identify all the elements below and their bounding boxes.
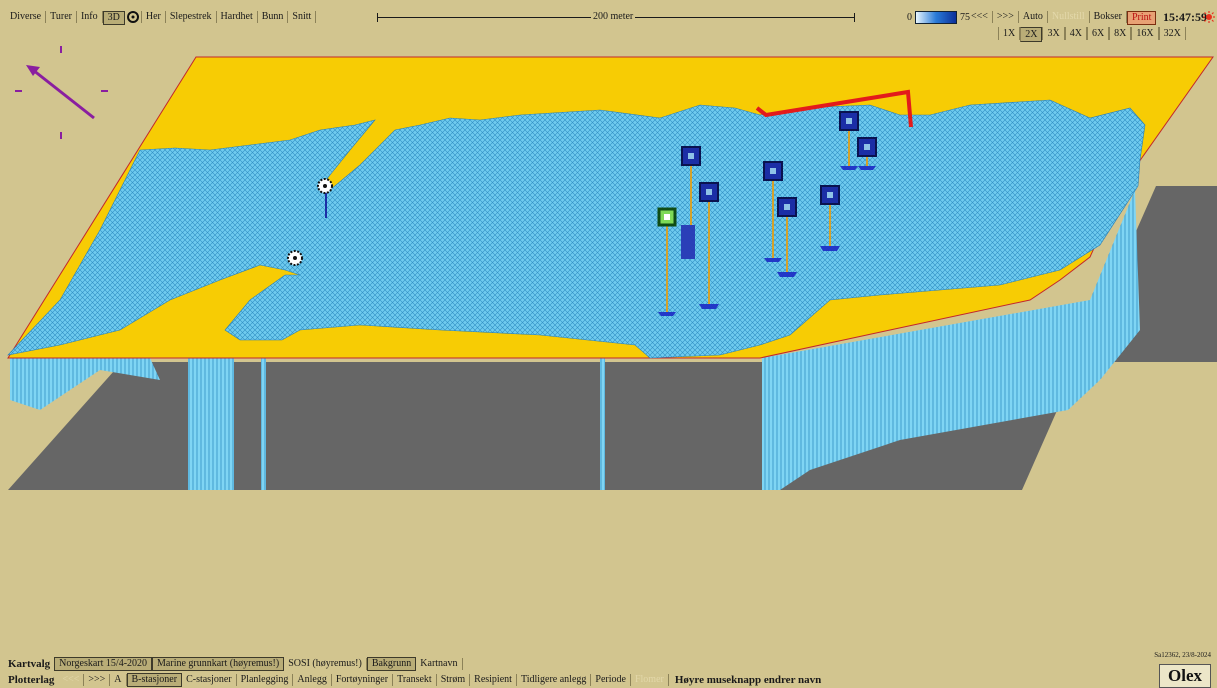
layer-marine-grunnkart[interactable]: Marine grunnkart (høyremus!) [152, 656, 285, 671]
menu-3d[interactable]: 3D [102, 11, 125, 25]
station-blue-marker[interactable] [763, 161, 783, 262]
plot-layer-fortoyninger[interactable]: Fortøyninger [332, 674, 394, 686]
menu-her[interactable]: Her [142, 11, 166, 23]
plot-layer-strom[interactable]: Strøm [437, 674, 471, 686]
station-blue-marker[interactable] [820, 185, 840, 251]
depth-max: 75 [960, 12, 970, 23]
depth-gradient [915, 11, 957, 24]
menu-hardhet[interactable]: Hardhet [217, 11, 258, 23]
olex-logo[interactable]: Olex [1159, 664, 1211, 688]
menu-bunn[interactable]: Bunn [258, 11, 289, 23]
layer-sosi[interactable]: SOSI (høyremus!) [284, 657, 367, 670]
right-controls: <<< >>> Auto Nullstill Bokser Print [967, 11, 1157, 25]
plot-layer-tidligere-anlegg[interactable]: Tidligere anlegg [517, 674, 592, 686]
plot-layer-b-stasjoner[interactable]: B-stasjoner [126, 673, 183, 687]
auto-button[interactable]: Auto [1019, 11, 1048, 23]
plot-layer-periode[interactable]: Periode [591, 674, 631, 686]
compass-icon [15, 46, 108, 139]
prev-button[interactable]: <<< [967, 11, 993, 23]
plot-layer-title: Plotterlag [8, 674, 55, 686]
zoom-1x[interactable]: 1X [998, 27, 1021, 40]
print-button[interactable]: Print [1126, 11, 1157, 25]
station-markers[interactable] [657, 111, 877, 316]
station-green-marker[interactable] [657, 207, 677, 316]
zoom-4x[interactable]: 4X [1064, 27, 1087, 40]
sun-icon[interactable] [1203, 11, 1215, 23]
map-layer-title: Kartvalg [8, 657, 51, 670]
station-blue-marker[interactable] [839, 111, 859, 170]
scale-label: 200 meter [591, 11, 636, 23]
station-depth-bar [681, 225, 695, 259]
plot-layer-resipient[interactable]: Resipient [470, 674, 517, 686]
seabed-surface [7, 99, 1146, 359]
plot-layer-anlegg[interactable]: Anlegg [293, 674, 332, 686]
menu-diverse[interactable]: Diverse [6, 11, 47, 23]
zoom-6x[interactable]: 6X [1086, 27, 1110, 40]
station-blue-marker[interactable] [699, 182, 719, 309]
clock: 15:47:59 [1163, 10, 1207, 24]
depth-columns [10, 190, 1140, 490]
zoom-2x[interactable]: 2X [1020, 27, 1043, 42]
zoom-16x[interactable]: 16X [1131, 27, 1159, 40]
station-blue-marker[interactable] [681, 146, 701, 230]
plot-prev-button[interactable]: <<< [58, 674, 85, 686]
buoy-marker-icon[interactable] [317, 178, 333, 218]
target-icon[interactable] [125, 11, 142, 23]
map-layer-bar: Kartvalg Norgeskart 15/4-2020 Marine gru… [8, 656, 463, 671]
zoom-3x[interactable]: 3X [1042, 27, 1065, 40]
plot-layer-planlegging[interactable]: Planlegging [237, 674, 294, 686]
buoy-marker-icon[interactable] [287, 250, 303, 266]
menu-slepestrek[interactable]: Slepestrek [166, 11, 217, 23]
next-button[interactable]: >>> [993, 11, 1019, 23]
plot-layer-transekt[interactable]: Transekt [393, 674, 437, 686]
scale-bar: 200 meter [377, 11, 855, 24]
station-blue-marker[interactable] [777, 197, 797, 277]
depth-min: 0 [907, 12, 912, 23]
zoom-levels: 1X 2X 3X 4X 6X 8X 16X 32X [998, 27, 1186, 42]
plot-layer-bar: Plotterlag <<< >>> A B-stasjoner C-stasj… [8, 673, 822, 687]
plot-next-button[interactable]: >>> [84, 674, 111, 686]
rename-hint: Høyre museknapp endrer navn [674, 674, 822, 686]
zoom-32x[interactable]: 32X [1158, 27, 1186, 40]
plot-layer-a[interactable]: A [110, 674, 127, 686]
layer-bakgrunn[interactable]: Bakgrunn [366, 656, 417, 671]
boundary-line [755, 89, 913, 128]
plot-layer-flomer[interactable]: Flomer [631, 674, 669, 686]
depth-legend: 0 75 [907, 11, 970, 24]
plot-layer-c-stasjoner[interactable]: C-stasjoner [182, 674, 237, 686]
menu-info[interactable]: Info [77, 11, 103, 23]
menu-snitt[interactable]: Snitt [288, 11, 317, 23]
nullstill-button[interactable]: Nullstill [1048, 11, 1090, 23]
zoom-8x[interactable]: 8X [1109, 27, 1132, 40]
layer-kartnavn[interactable]: Kartnavn [416, 657, 463, 670]
bokser-button[interactable]: Bokser [1090, 11, 1127, 23]
menu-turer[interactable]: Turer [46, 11, 77, 23]
version-label: Sa12362, 23/8-2024 [1154, 651, 1211, 659]
station-blue-marker[interactable] [857, 137, 877, 170]
layer-norgeskart[interactable]: Norgeskart 15/4-2020 [54, 656, 153, 671]
top-menu: Diverse Turer Info 3D Her Slepestrek Har… [6, 11, 317, 25]
